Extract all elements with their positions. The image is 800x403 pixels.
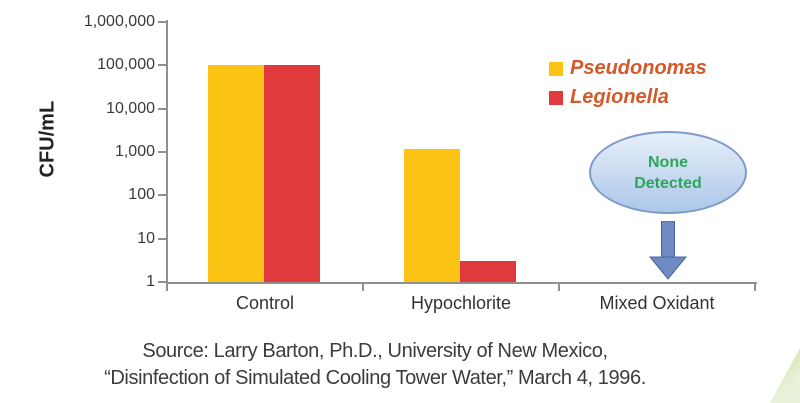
y-tick-mark xyxy=(158,238,167,240)
x-tick-mark xyxy=(362,283,364,291)
category-label-control: Control xyxy=(235,293,295,313)
legend-item-pseudonomas: Pseudonomas xyxy=(549,54,707,83)
legend-label-pseudonomas: Pseudonomas xyxy=(570,57,707,79)
y-axis-line xyxy=(166,20,168,283)
callout-text-line2: Detected xyxy=(634,174,702,192)
source-line1: Source: Larry Barton, Ph.D., University … xyxy=(142,340,608,362)
y-axis-tick-label: 1,000,000 xyxy=(83,13,155,30)
legend: Pseudonomas Legionella xyxy=(549,54,707,112)
y-tick-mark xyxy=(158,281,167,283)
x-tick-mark xyxy=(166,283,168,291)
bar-pseudonomas-hypochlorite xyxy=(404,148,460,282)
callout-text-line1: None xyxy=(648,153,688,171)
legend-swatch-pseudonomas xyxy=(549,61,563,76)
category-label-mixed-oxidant: Mixed Oxidant xyxy=(599,293,715,313)
down-arrow-icon xyxy=(648,221,688,280)
y-axis-tick-label: 10,000 xyxy=(106,100,155,117)
x-tick-mark xyxy=(754,283,756,291)
y-axis-tick-label: 1 xyxy=(146,273,155,290)
legend-label-legionella: Legionella xyxy=(570,86,669,108)
y-axis-tick-label: 10 xyxy=(137,230,155,247)
y-tick-mark xyxy=(158,108,167,110)
y-axis-tick-label: 100,000 xyxy=(97,56,155,73)
bar-legionella-control xyxy=(264,65,320,282)
legend-item-legionella: Legionella xyxy=(549,83,707,112)
y-axis-title: CFU/mL xyxy=(36,100,59,178)
y-axis-tick-label: 100 xyxy=(128,186,155,203)
x-tick-mark xyxy=(558,283,560,291)
bar-legionella-hypochlorite xyxy=(460,261,516,282)
y-tick-mark xyxy=(158,21,167,23)
y-tick-mark xyxy=(158,151,167,153)
source-attribution: Source: Larry Barton, Ph.D., University … xyxy=(0,338,750,392)
x-axis-line xyxy=(166,282,757,284)
source-line2: “Disinfection of Simulated Cooling Tower… xyxy=(104,367,646,389)
y-axis-tick-label: 1,000 xyxy=(114,143,155,160)
category-label-hypochlorite: Hypochlorite xyxy=(410,293,512,313)
y-tick-mark xyxy=(158,64,167,66)
none-detected-callout: None Detected xyxy=(589,131,747,214)
legend-swatch-legionella xyxy=(549,90,563,105)
bar-pseudonomas-control xyxy=(208,65,264,282)
corner-decoration xyxy=(770,348,800,403)
y-tick-mark xyxy=(158,194,167,196)
